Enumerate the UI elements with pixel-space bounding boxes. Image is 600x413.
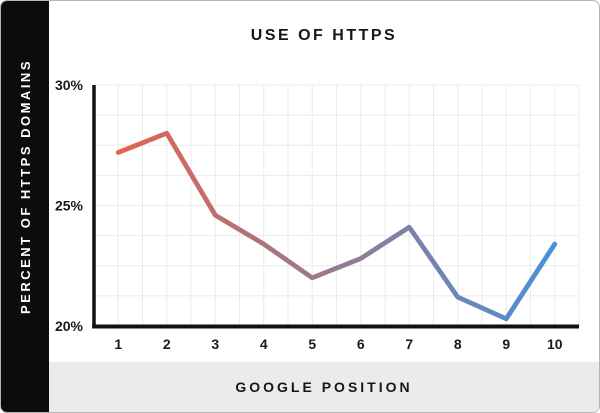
https-data-line bbox=[115, 130, 558, 322]
y-tick-label: 20% bbox=[55, 318, 84, 334]
x-tick-label: 10 bbox=[547, 336, 563, 352]
y-axis-band: PERCENT OF HTTPS DOMAINS bbox=[1, 1, 49, 412]
x-tick-label: 6 bbox=[357, 336, 365, 352]
y-tick-label: 30% bbox=[55, 77, 84, 93]
x-tick-label: 1 bbox=[114, 336, 122, 352]
y-tick-label: 25% bbox=[55, 198, 84, 214]
x-axis-band: GOOGLE POSITION bbox=[49, 362, 599, 412]
x-tick-label: 2 bbox=[163, 336, 171, 352]
x-tick-label: 9 bbox=[502, 336, 510, 352]
x-axis-title: GOOGLE POSITION bbox=[235, 379, 413, 395]
x-tick-label: 3 bbox=[211, 336, 219, 352]
x-tick-label: 8 bbox=[454, 336, 462, 352]
x-tick-label: 4 bbox=[260, 336, 268, 352]
y-axis-title: PERCENT OF HTTPS DOMAINS bbox=[17, 58, 33, 314]
chart-title: USE OF HTTPS bbox=[250, 27, 398, 44]
x-tick-label: 5 bbox=[308, 336, 316, 352]
x-tick-label: 7 bbox=[405, 336, 413, 352]
